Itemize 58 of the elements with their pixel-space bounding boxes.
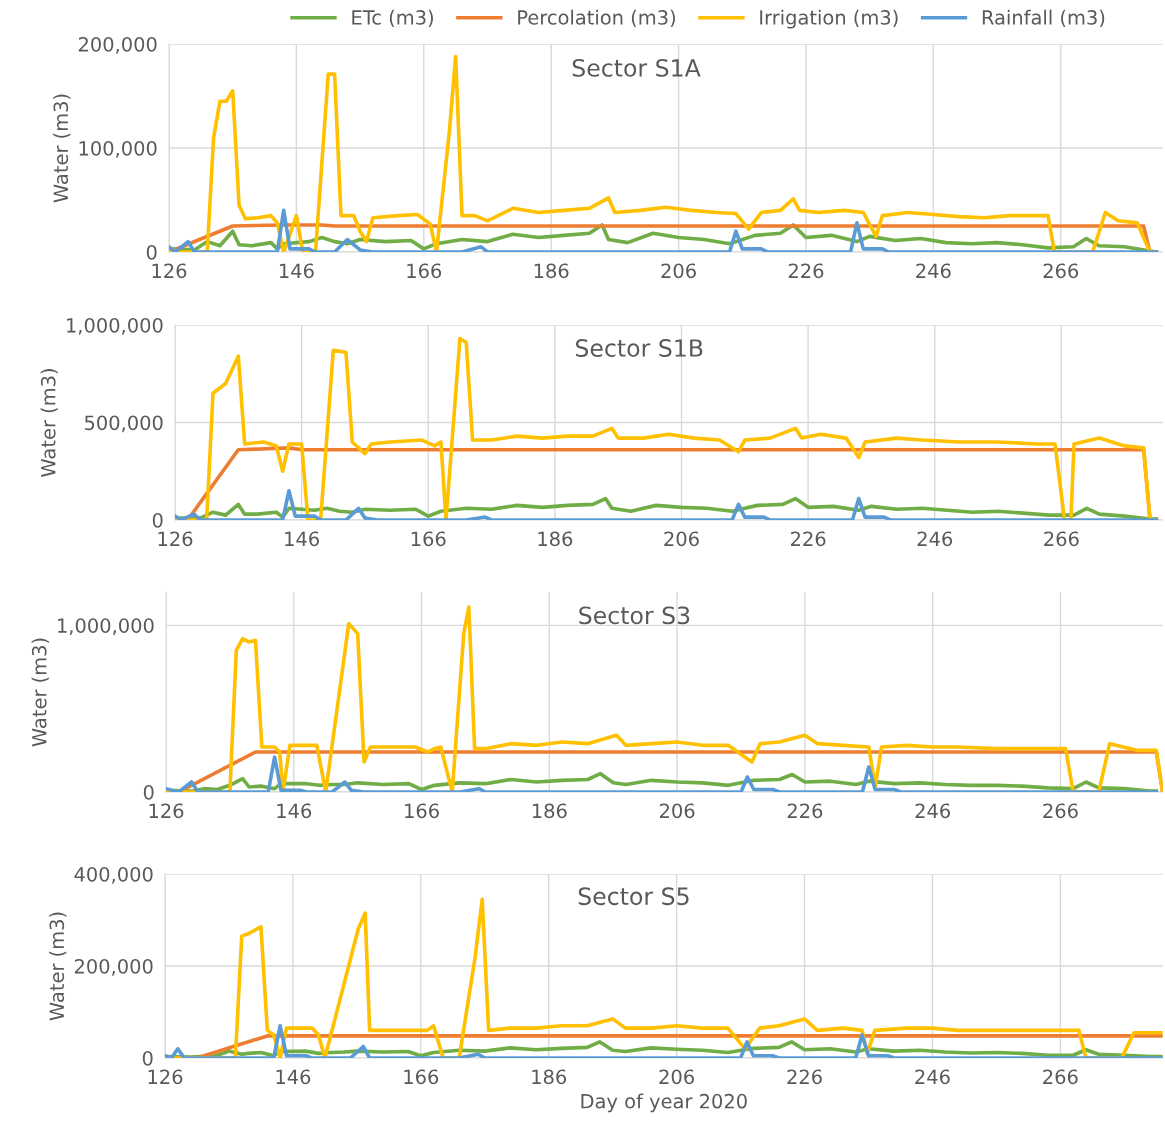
- chart-title: Sector S3: [579, 606, 690, 625]
- x-tick-label: 186: [538, 531, 573, 547]
- legend-label: ETc (m3): [352, 9, 433, 28]
- line-series: [175, 488, 1159, 520]
- legend-label: Rainfall (m3): [982, 9, 1105, 28]
- x-tick-label: 146: [285, 531, 319, 547]
- x-tick-label: 126: [148, 1069, 183, 1085]
- x-tick-label: 246: [915, 1069, 950, 1085]
- y-tick-label: 200,000: [74, 958, 153, 976]
- y-tick-label: 1,000,000: [58, 618, 154, 635]
- x-tick-label: 246: [917, 531, 953, 547]
- text: Sector S1A: [572, 58, 701, 77]
- y-tick-label: 0: [152, 512, 163, 528]
- x-tick-label: 246: [915, 803, 950, 819]
- y-tick-label: 0: [146, 244, 157, 260]
- line-series: [169, 208, 1159, 252]
- y-tick-label: 400,000: [74, 866, 153, 884]
- x-tick-label: 226: [788, 263, 824, 279]
- x-tick-label: 146: [279, 263, 314, 279]
- x-axis-title: Day of year 2020: [581, 1093, 747, 1113]
- x-tick-label: 166: [405, 803, 439, 819]
- x-tick-label: 226: [787, 1069, 822, 1085]
- x-tick-label: 126: [158, 531, 193, 547]
- x-tick-label: 146: [276, 1069, 311, 1085]
- y-axis-title: Water (m3): [31, 638, 49, 747]
- x-tick-label: 126: [149, 803, 184, 819]
- x-tick-label: 186: [532, 1069, 567, 1085]
- x-tick-label: 266: [1043, 263, 1079, 279]
- chart-title: Sector S5: [578, 887, 689, 906]
- x-tick-label: 186: [534, 263, 569, 279]
- legend-label: Percolation (m3): [518, 9, 675, 28]
- y-axis-title: Water (m3): [40, 369, 58, 477]
- x-tick-label: 226: [790, 531, 826, 547]
- y-axis-title: Water (m3): [49, 912, 67, 1021]
- x-tick-label: 206: [659, 803, 695, 819]
- y-tick-label: 1,000,000: [67, 317, 163, 335]
- x-tick-label: 166: [411, 531, 446, 547]
- x-tick-label: 266: [1044, 531, 1079, 547]
- x-tick-label: 206: [661, 263, 696, 279]
- y-axis-title: Water (m3): [53, 94, 71, 203]
- y-tick-label: 0: [143, 784, 154, 800]
- y-tick-label: 0: [142, 1050, 153, 1066]
- x-tick-label: 166: [404, 1069, 439, 1085]
- x-tick-label: 266: [1043, 1069, 1078, 1085]
- x-tick-label: 226: [787, 803, 823, 819]
- x-tick-label: 266: [1043, 803, 1078, 819]
- x-tick-label: 206: [659, 1069, 694, 1085]
- x-tick-label: 246: [916, 263, 951, 279]
- y-tick-label: 500,000: [84, 415, 163, 433]
- x-tick-label: 126: [152, 263, 187, 279]
- x-tick-label: 186: [532, 803, 567, 819]
- x-tick-label: 206: [664, 531, 699, 547]
- y-tick-label: 100,000: [79, 140, 157, 158]
- chart-title: Sector S1B: [575, 339, 703, 357]
- y-tick-label: 200,000: [78, 36, 157, 54]
- x-tick-label: 146: [277, 803, 312, 819]
- legend-label: Irrigation (m3): [760, 9, 898, 29]
- x-tick-label: 166: [407, 263, 442, 279]
